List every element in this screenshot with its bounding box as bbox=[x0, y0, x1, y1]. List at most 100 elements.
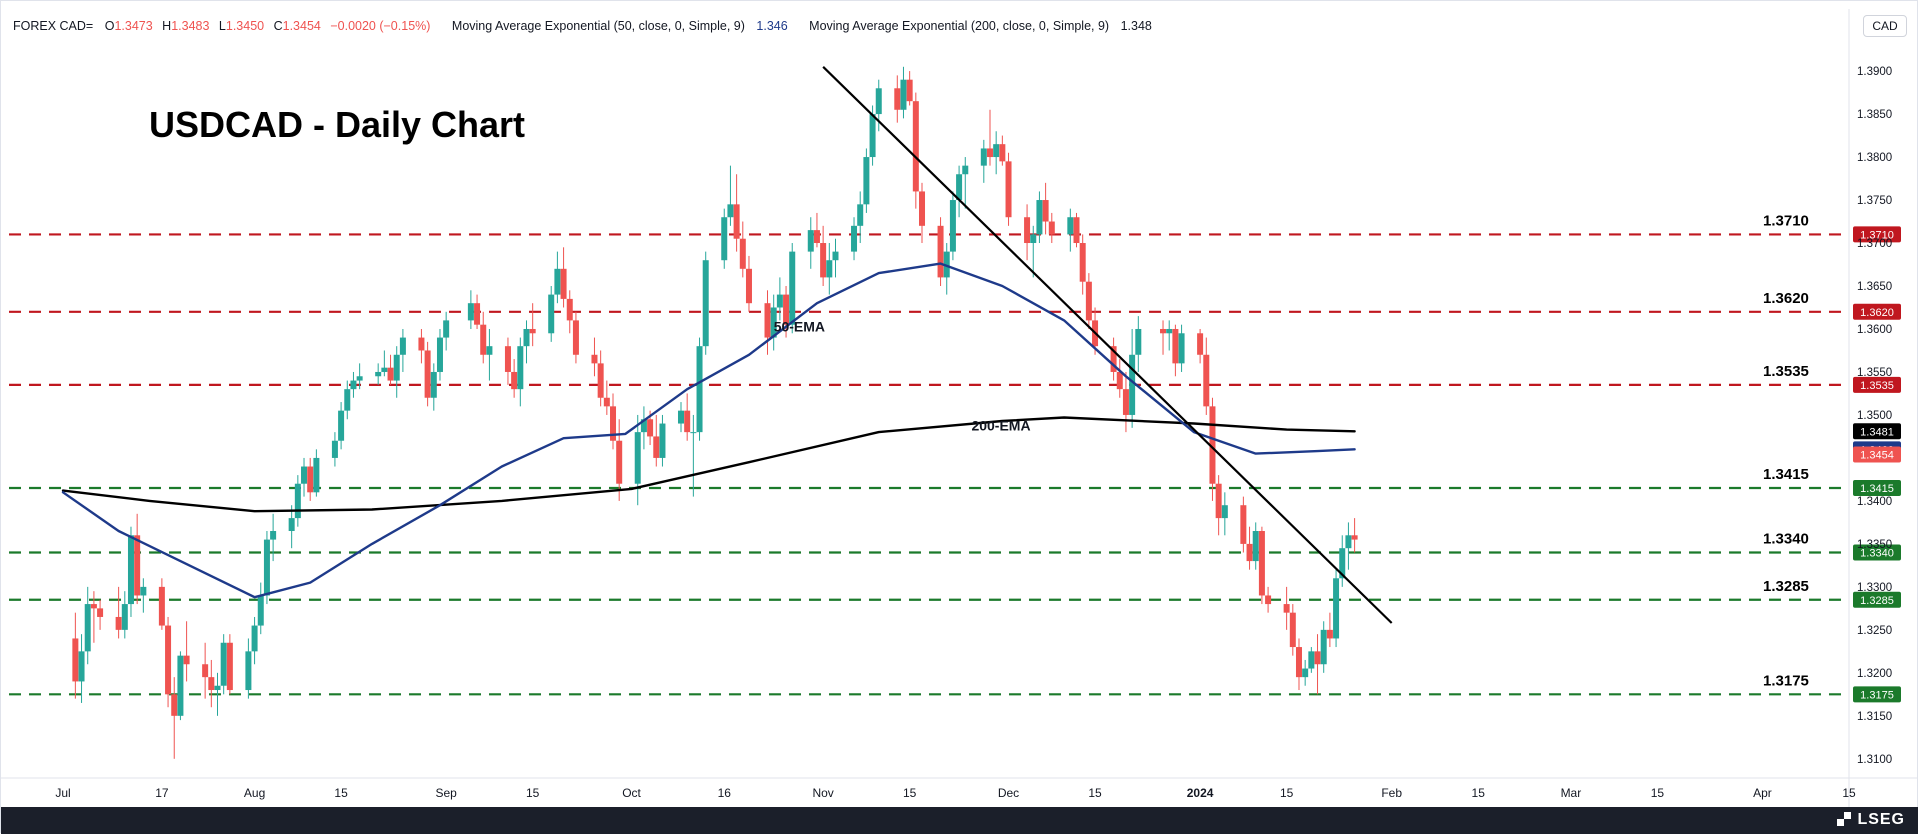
ema-annotation: 50-EMA bbox=[774, 319, 825, 335]
ema200-legend-value: 1.348 bbox=[1121, 19, 1152, 33]
candle-body bbox=[288, 518, 295, 531]
candle-body bbox=[857, 204, 864, 226]
ema200-legend-label[interactable]: Moving Average Exponential (200, close, … bbox=[809, 19, 1109, 33]
candle-body bbox=[863, 157, 870, 205]
level-axis-badge-label: 1.3535 bbox=[1860, 380, 1894, 392]
level-value-label: 1.3620 bbox=[1763, 290, 1809, 307]
y-tick-label: 1.3100 bbox=[1857, 754, 1892, 766]
candle-body bbox=[1351, 535, 1358, 540]
level-value-label: 1.3415 bbox=[1763, 466, 1809, 483]
level-axis-badge-label: 1.3285 bbox=[1860, 595, 1894, 607]
x-tick-label: Dec bbox=[998, 786, 1019, 800]
x-tick-label: Sep bbox=[435, 786, 457, 800]
y-tick-label: 1.3850 bbox=[1857, 109, 1892, 121]
candle-body bbox=[764, 303, 771, 338]
ohlc-high-key: H bbox=[162, 19, 171, 33]
ema-lines bbox=[61, 262, 1356, 599]
y-tick-label: 1.3300 bbox=[1857, 582, 1892, 594]
candle-body bbox=[1172, 328, 1179, 364]
level-axis-badge bbox=[1853, 544, 1901, 561]
candle-body bbox=[443, 320, 450, 338]
candle-body bbox=[1110, 346, 1117, 372]
candle-body bbox=[121, 604, 128, 630]
trendline bbox=[822, 66, 1393, 624]
candle-body bbox=[851, 225, 858, 252]
candle-body bbox=[90, 604, 97, 609]
x-tick-label: Jul bbox=[55, 786, 70, 800]
x-tick-label: 15 bbox=[1088, 786, 1102, 800]
candle-body bbox=[387, 367, 394, 381]
candle-body bbox=[1085, 281, 1092, 321]
candle-body bbox=[572, 320, 579, 355]
ohlc-high-value: 1.3483 bbox=[171, 19, 209, 33]
x-tick-label: Mar bbox=[1561, 786, 1582, 800]
candle-body bbox=[696, 346, 703, 433]
currency-button[interactable]: CAD bbox=[1863, 15, 1907, 37]
candle-body bbox=[381, 367, 388, 372]
candle-body bbox=[134, 535, 141, 596]
candle-body bbox=[1215, 483, 1222, 519]
candle-body bbox=[214, 685, 221, 691]
price-badge-label: 1.3454 bbox=[1860, 449, 1894, 461]
ema50-legend-label[interactable]: Moving Average Exponential (50, close, 0… bbox=[452, 19, 745, 33]
candle-body bbox=[980, 148, 987, 166]
ohlc-low-key: L bbox=[219, 19, 226, 33]
candle-body bbox=[84, 604, 91, 652]
x-tick-label: Apr bbox=[1753, 786, 1772, 800]
candle-body bbox=[208, 677, 215, 691]
ema200-line bbox=[61, 416, 1356, 513]
candle-body bbox=[78, 651, 85, 682]
symbol-name[interactable]: FOREX CAD= bbox=[13, 19, 93, 33]
y-tick-label: 1.3700 bbox=[1857, 238, 1892, 250]
candle-body bbox=[1197, 333, 1204, 355]
level-value-label: 1.3535 bbox=[1763, 363, 1809, 380]
candle-body bbox=[566, 298, 573, 321]
candle-body bbox=[875, 88, 882, 115]
candle-body bbox=[554, 268, 561, 295]
level-axis-badge-label: 1.3710 bbox=[1860, 229, 1894, 241]
y-tick-label: 1.3900 bbox=[1857, 66, 1892, 78]
candle-body bbox=[659, 423, 666, 458]
candle-body bbox=[1048, 221, 1055, 235]
candle-body bbox=[906, 79, 913, 102]
x-tick-label: Aug bbox=[244, 786, 265, 800]
level-axis-badge-label: 1.3340 bbox=[1860, 547, 1894, 559]
y-tick-label: 1.3500 bbox=[1857, 410, 1892, 422]
candle-body bbox=[1320, 629, 1327, 665]
candle-body bbox=[616, 440, 623, 484]
candle-body bbox=[1166, 328, 1173, 334]
candle-body bbox=[226, 642, 233, 691]
ema-annotation: 200-EMA bbox=[971, 417, 1030, 433]
candle-body bbox=[813, 230, 820, 244]
annotations: 50-EMA 200-EMA bbox=[774, 319, 1031, 434]
candle-body bbox=[220, 642, 227, 686]
level-axis-badge bbox=[1853, 480, 1901, 497]
candle-body bbox=[783, 294, 790, 325]
candle-body bbox=[956, 174, 963, 201]
y-tick-label: 1.3150 bbox=[1857, 711, 1892, 723]
y-tick-label: 1.3800 bbox=[1857, 152, 1892, 164]
candle-body bbox=[739, 238, 746, 269]
candle-body bbox=[1036, 200, 1043, 235]
candle-body bbox=[270, 531, 277, 540]
candle-body bbox=[986, 148, 993, 158]
ohlc-close-key: C bbox=[274, 19, 283, 33]
x-tick-label: 2024 bbox=[1187, 786, 1214, 800]
candle-body bbox=[523, 328, 530, 347]
brand-logo: LSEG bbox=[1837, 811, 1905, 829]
candle-body bbox=[721, 217, 728, 261]
candle-body bbox=[1203, 354, 1210, 407]
candle-body bbox=[115, 616, 122, 630]
candle-body bbox=[177, 655, 184, 716]
candle-body bbox=[1160, 328, 1167, 334]
candle-body bbox=[165, 625, 172, 695]
y-tick-label: 1.3650 bbox=[1857, 281, 1892, 293]
candle-body bbox=[467, 303, 474, 321]
candle-body bbox=[770, 307, 777, 338]
candle-body bbox=[486, 346, 493, 355]
candle-body bbox=[900, 79, 907, 110]
candle-body bbox=[807, 230, 814, 252]
